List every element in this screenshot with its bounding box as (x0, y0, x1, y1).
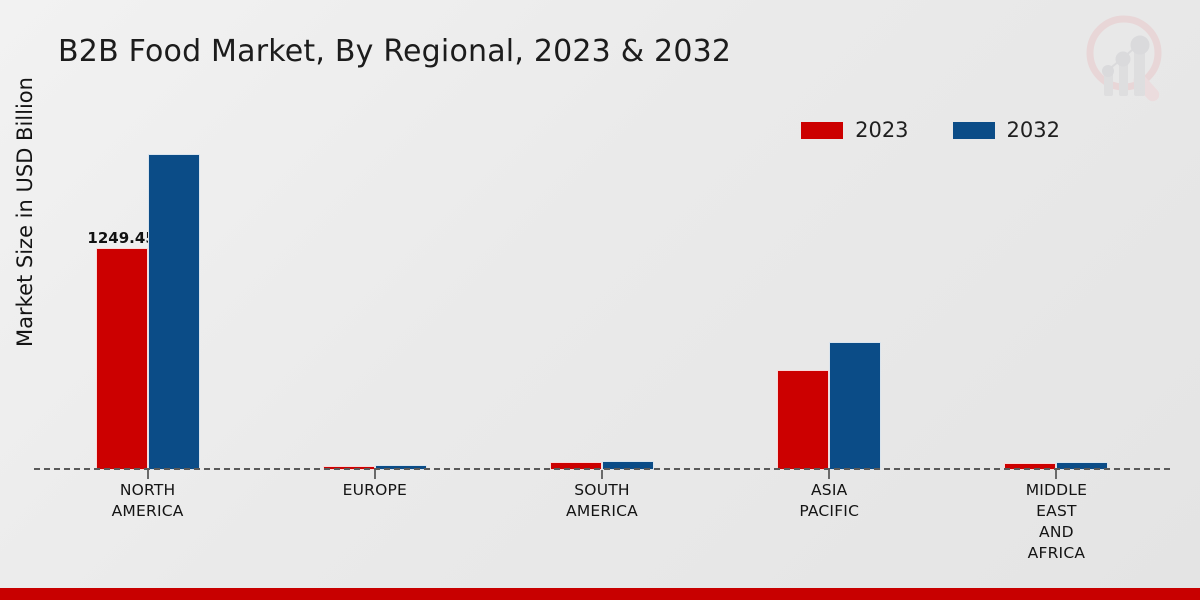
legend-item-2032[interactable]: 2032 (952, 118, 1060, 142)
bar-value-label: 1249.45 (87, 228, 156, 247)
x-axis-tick (1055, 470, 1058, 479)
plot-area: 1249.45 (34, 150, 1170, 479)
bar-group: 1249.45 (34, 150, 261, 479)
chart-title: B2B Food Market, By Regional, 2023 & 203… (58, 34, 732, 69)
category-label-line: PACIFIC (799, 502, 860, 520)
category-label-2: SOUTH AMERICA (488, 480, 715, 522)
category-label-line: NORTH (119, 481, 176, 499)
category-label-line: EAST (1036, 502, 1077, 520)
x-axis-tick (828, 470, 831, 479)
x-axis-tick (373, 470, 376, 479)
category-label-line: AMERICA (111, 502, 184, 520)
category-label-line: AFRICA (1027, 544, 1086, 562)
bar-2023[interactable] (777, 370, 830, 470)
category-label-line: ASIA (811, 481, 848, 499)
bar-group (716, 150, 943, 479)
legend-item-2023[interactable]: 2023 (801, 118, 909, 142)
category-label-line: AND (1039, 523, 1074, 541)
legend-swatch-2032 (952, 121, 995, 139)
chart-legend: 2023 2032 (801, 118, 1060, 142)
x-axis-baseline (34, 468, 1170, 470)
category-label-1: EUROPE (261, 480, 488, 501)
category-label-line: EUROPE (342, 481, 408, 499)
bar-pair (777, 341, 882, 479)
bar-2023[interactable]: 1249.45 (87, 229, 156, 470)
x-axis-tick (146, 470, 149, 479)
x-axis-tick (601, 470, 603, 479)
x-axis-category-labels: NORTH AMERICA EUROPE SOUTH AMERICA ASIA PACIFI… (34, 480, 1170, 570)
category-label-4: MIDDLE EAST AND AFRICA (943, 480, 1170, 564)
bar-group (261, 150, 488, 479)
bar-group (943, 150, 1170, 479)
category-label-line: AMERICA (566, 502, 638, 520)
legend-swatch-2023 (801, 121, 844, 139)
category-label-3: ASIA PACIFIC (716, 480, 943, 522)
bottom-brand-strip (0, 588, 1200, 600)
category-label-0: NORTH AMERICA (34, 480, 261, 522)
bar-pair: 1249.45 (87, 153, 200, 479)
bar-group (488, 150, 715, 479)
legend-label-2023: 2023 (855, 118, 909, 142)
bar-2032[interactable] (147, 153, 200, 470)
watermark-logo-icon (1078, 8, 1182, 112)
category-label-line: SOUTH (574, 481, 630, 499)
legend-label-2032: 2032 (1006, 118, 1060, 142)
bar-groups: 1249.45 (34, 150, 1170, 479)
bar-2032[interactable] (829, 341, 882, 470)
category-label-line: MIDDLE (1025, 481, 1088, 499)
